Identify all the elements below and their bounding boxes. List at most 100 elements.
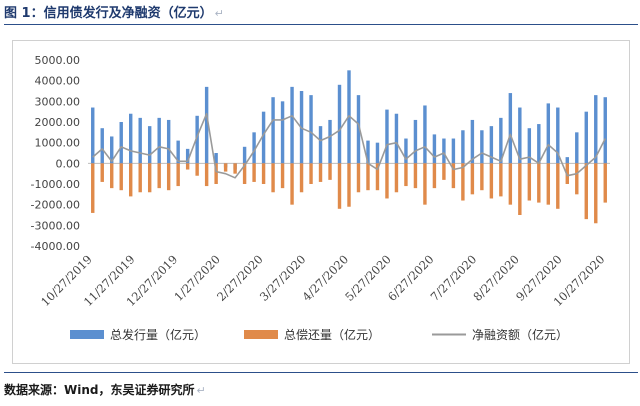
bar-repayment	[394, 163, 399, 193]
bar-repayment	[556, 163, 560, 209]
bar-repayment	[337, 163, 342, 209]
bar-issuance	[91, 107, 95, 164]
legend-swatch	[244, 330, 278, 339]
bar-repayment	[91, 163, 95, 213]
bar-issuance	[413, 119, 418, 164]
bar-issuance	[290, 86, 294, 164]
bar-repayment	[110, 163, 114, 189]
y-tick-label: -1000.00	[31, 178, 80, 191]
bar-repayment	[423, 163, 427, 205]
bar-issuance	[584, 111, 588, 164]
bar-repayment	[204, 163, 209, 187]
bar-issuance	[480, 130, 484, 164]
y-tick-label: 5000.00	[35, 54, 81, 67]
source-note: 数据来源：Wind，东吴证券研究所 ↵	[4, 381, 206, 401]
net-financing-line	[92, 112, 607, 179]
bar-repayment	[470, 163, 475, 195]
bar-repayment	[575, 163, 579, 195]
bar-repayment	[242, 163, 247, 184]
bar-issuance	[594, 95, 598, 164]
bar-issuance	[252, 132, 256, 164]
bar-repayment	[280, 163, 285, 189]
bar-repayment	[404, 163, 408, 187]
bar-issuance	[575, 132, 579, 164]
source-rule	[4, 372, 638, 373]
bar-repayment	[375, 163, 380, 191]
bar-issuance	[356, 95, 361, 164]
bar-issuance	[185, 148, 190, 164]
bar-issuance	[271, 97, 275, 164]
bar-repayment	[356, 163, 361, 193]
bar-repayment	[223, 163, 228, 172]
bar-repayment	[499, 163, 503, 197]
bar-issuance	[110, 136, 114, 164]
bar-repayment	[138, 163, 142, 193]
bar-issuance	[129, 113, 133, 164]
bar-issuance	[499, 117, 503, 164]
bar-issuance	[508, 93, 513, 164]
legend-label: 总发行量（亿元）	[110, 327, 206, 342]
bar-repayment	[546, 163, 551, 205]
bar-repayment	[461, 163, 465, 201]
bar-repayment	[594, 163, 598, 224]
bar-repayment	[290, 163, 294, 205]
y-tick-label: -3000.00	[31, 219, 80, 232]
bar-issuance	[337, 84, 342, 164]
source-text: 数据来源：Wind，东吴证券研究所	[4, 383, 195, 397]
bar-issuance	[157, 117, 161, 164]
bar-repayment	[100, 163, 104, 182]
bar-repayment	[176, 163, 180, 187]
chart-frame	[12, 40, 630, 364]
y-tick-label: 0.00	[56, 157, 81, 170]
bar-repayment	[166, 163, 171, 191]
bar-repayment	[347, 163, 351, 207]
bar-repayment	[214, 163, 218, 184]
bar-issuance	[214, 153, 218, 164]
return-mark-icon: ↵	[196, 384, 206, 397]
y-tick-label: -4000.00	[31, 240, 80, 253]
bar-issuance	[328, 119, 332, 164]
bar-issuance	[385, 109, 389, 164]
bar-issuance	[261, 111, 266, 164]
bar-repayment	[129, 163, 133, 197]
bar-repayment	[385, 163, 389, 199]
bar-issuance	[318, 126, 323, 164]
figure-title-text: 图 1：信用债发行及净融资（亿元）	[4, 6, 213, 21]
bar-issuance	[195, 115, 199, 164]
bar-issuance	[138, 117, 142, 164]
y-tick-label: 4000.00	[35, 75, 81, 88]
bar-issuance	[242, 146, 247, 164]
bar-repayment	[537, 163, 541, 203]
bar-issuance	[432, 134, 437, 164]
bar-repayment	[366, 163, 370, 191]
bar-repayment	[518, 163, 522, 215]
bar-repayment	[480, 163, 484, 191]
bar-issuance	[565, 157, 569, 164]
bar-issuance	[423, 105, 427, 164]
bar-repayment	[318, 163, 323, 182]
bar-repayment	[451, 163, 456, 189]
bar-issuance	[546, 103, 551, 164]
bar-repayment	[584, 163, 588, 220]
bar-issuance	[204, 86, 209, 164]
y-tick-label: 3000.00	[35, 95, 81, 108]
bar-issuance	[166, 119, 171, 164]
y-tick-label: 2000.00	[35, 116, 81, 129]
bar-repayment	[271, 163, 275, 193]
y-tick-label: -2000.00	[31, 199, 80, 212]
bar-repayment	[119, 163, 123, 191]
bar-repayment	[233, 163, 237, 174]
bar-issuance	[404, 138, 408, 164]
bar-issuance	[366, 140, 370, 164]
return-mark-icon: ↵	[214, 7, 224, 20]
bar-repayment	[527, 163, 532, 201]
bar-repayment	[328, 163, 332, 180]
legend-swatch	[70, 330, 104, 339]
bar-repayment	[147, 163, 152, 193]
bar-repayment	[299, 163, 304, 193]
bar-repayment	[195, 163, 199, 176]
legend-label: 总偿还量（亿元）	[284, 327, 380, 342]
bar-issuance	[442, 138, 446, 164]
bar-repayment	[185, 163, 190, 170]
